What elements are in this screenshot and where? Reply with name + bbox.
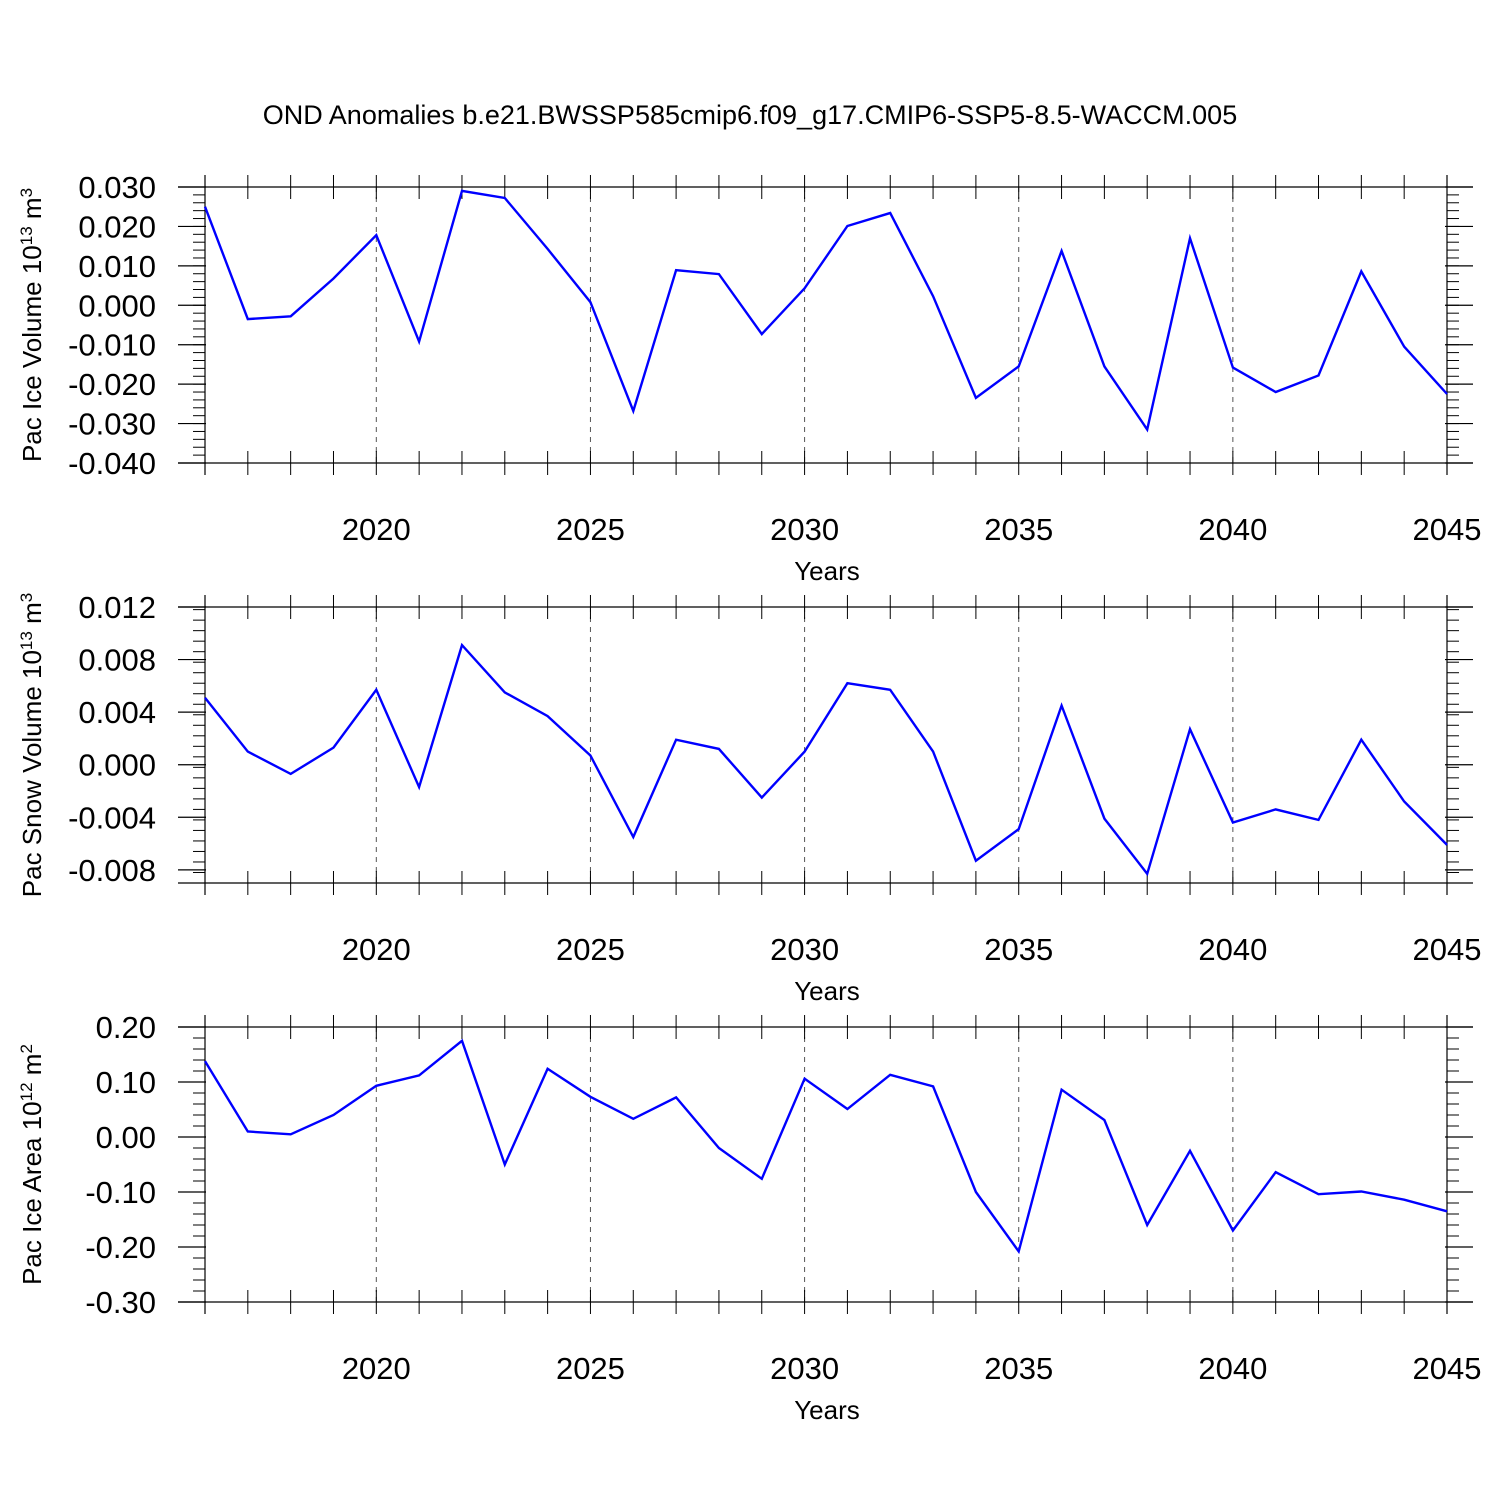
y-axis-label-unit: m	[17, 1054, 47, 1083]
x-tick-label: 2025	[556, 512, 625, 547]
y-tick-label: -0.008	[68, 853, 156, 888]
x-tick-label: 2020	[342, 932, 411, 967]
x-axis-label: Years	[794, 976, 860, 1006]
y-tick-label: -0.010	[68, 328, 156, 363]
y-tick-label: -0.004	[68, 800, 156, 835]
y-axis-label-unit: m	[17, 602, 47, 631]
x-tick-label: 2020	[342, 512, 411, 547]
chart-panel-2: 0.012 0.008 0.004 0.000 -0.004 -0.008 2020 2025…	[17, 590, 1482, 1006]
x-tick-label: 2040	[1198, 932, 1267, 967]
y-tick-label: 0.012	[78, 590, 156, 625]
y-tick-label: 0.030	[78, 170, 156, 205]
y-tick-label: 0.020	[78, 209, 156, 244]
y-tick-label: -0.20	[85, 1230, 156, 1265]
x-tick-label: 2030	[770, 512, 839, 547]
x-tick-label: 2040	[1198, 1351, 1267, 1386]
y-tick-label: 0.008	[78, 643, 156, 678]
y-axis-label: Pac Snow Volume 1013 m3	[17, 593, 48, 897]
y-tick-label: 0.000	[78, 748, 156, 783]
y-axis-label-exponent: 12	[17, 1082, 36, 1101]
y-axis-label-unit-exponent: 3	[17, 593, 36, 602]
y-tick-label: -0.030	[68, 407, 156, 442]
x-tick-label: 2025	[556, 932, 625, 967]
x-axis-label: Years	[794, 556, 860, 586]
y-tick-label: -0.10	[85, 1175, 156, 1210]
y-axis-label: Pac Ice Area 1012 m2	[17, 1044, 48, 1285]
y-axis-label-unit-exponent: 2	[17, 1044, 36, 1053]
y-tick-label: 0.00	[96, 1120, 156, 1155]
y-axis-label-text: Pac Ice Area 10	[17, 1101, 47, 1285]
series-line	[203, 1038, 1448, 1255]
y-axis-label-unit-exponent: 3	[17, 188, 36, 197]
x-tick-label: 2045	[1413, 932, 1482, 967]
x-tick-label: 2040	[1198, 512, 1267, 547]
y-axis-label-exponent: 13	[17, 631, 36, 650]
series-line	[203, 189, 1448, 433]
x-tick-label: 2030	[770, 1351, 839, 1386]
y-tick-label: -0.040	[68, 446, 156, 481]
y-axis-label-exponent: 13	[17, 226, 36, 245]
series-line	[204, 642, 1448, 877]
chart-title: OND Anomalies b.e21.BWSSP585cmip6.f09_g1…	[263, 100, 1237, 130]
x-tick-label: 2045	[1413, 512, 1482, 547]
y-tick-label: 0.010	[78, 249, 156, 284]
x-tick-label: 2035	[984, 512, 1053, 547]
x-tick-label: 2035	[984, 932, 1053, 967]
y-tick-label: -0.30	[85, 1285, 156, 1320]
y-tick-label: -0.020	[68, 367, 156, 402]
x-tick-label: 2025	[556, 1351, 625, 1386]
y-tick-label: 0.10	[96, 1065, 156, 1100]
x-tick-label: 2045	[1413, 1351, 1482, 1386]
x-axis-label: Years	[794, 1395, 860, 1425]
x-tick-label: 2035	[984, 1351, 1053, 1386]
y-axis-label-unit: m	[17, 197, 47, 226]
y-axis-label: Pac Ice Volume 1013 m3	[17, 188, 48, 462]
y-axis-label-text: Pac Snow Volume 10	[17, 650, 47, 897]
x-tick-label: 2030	[770, 932, 839, 967]
chart-panel-1: 0.030 0.020 0.010 0.000 -0.010 -0.020 -0.030 -0…	[17, 170, 1482, 586]
y-axis-label-text: Pac Ice Volume 10	[17, 245, 47, 462]
y-tick-label: 0.000	[78, 288, 156, 323]
x-tick-label: 2020	[342, 1351, 411, 1386]
chart-panel-3: 0.20 0.10 0.00 -0.10 -0.20 -0.30 2020 2025 2030 2…	[17, 1010, 1482, 1425]
y-tick-label: 0.20	[96, 1010, 156, 1045]
y-tick-label: 0.004	[78, 695, 156, 730]
